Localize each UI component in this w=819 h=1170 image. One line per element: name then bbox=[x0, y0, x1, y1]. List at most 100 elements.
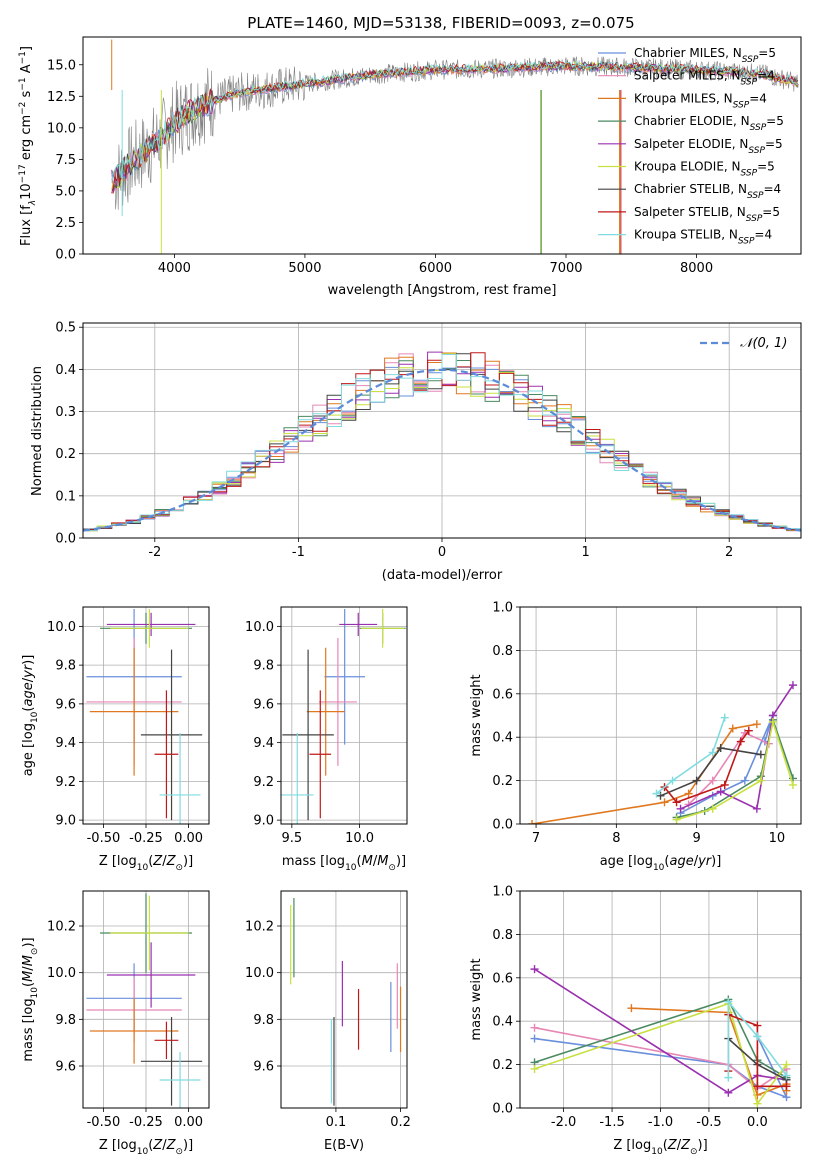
y-tick-label: 0.3 bbox=[55, 405, 76, 420]
errorbar-point bbox=[140, 649, 203, 821]
errorbar-point bbox=[89, 647, 179, 776]
y-tick-label: 10.2 bbox=[245, 920, 274, 935]
errorbar-point bbox=[159, 732, 201, 824]
errorbar-point bbox=[89, 998, 179, 1064]
weight-marker bbox=[753, 1082, 762, 1091]
weight-marker bbox=[708, 748, 717, 757]
weight-marker bbox=[672, 798, 681, 807]
errorbar-point bbox=[110, 608, 189, 648]
x-axis-label: Z [log10(Z/Z⊙)] bbox=[99, 854, 193, 873]
weight-marker bbox=[788, 780, 797, 789]
weight-marker bbox=[684, 789, 693, 798]
x-tick-label: 1 bbox=[581, 545, 589, 560]
plot-area-weight-vs-Z bbox=[530, 965, 791, 1108]
y-tick-label: 9.0 bbox=[253, 814, 274, 829]
axes-age-vs-Z: -0.50 -0.25 0.00 9.0 9.2 9.4 9.6 9.8 10.0 bbox=[47, 606, 210, 846]
plot-area-age-vs-Z bbox=[86, 608, 203, 824]
errorbar-point bbox=[282, 649, 334, 821]
errorbar-point bbox=[106, 942, 196, 1008]
y-tick-label: 0.1 bbox=[55, 489, 76, 504]
weight-line bbox=[660, 747, 762, 797]
axes-frame bbox=[82, 606, 210, 825]
y-tick-label: 9.6 bbox=[55, 697, 76, 712]
y-tick-label: 9.6 bbox=[253, 697, 274, 712]
weight-marker bbox=[668, 776, 677, 785]
y-tick-label: 2.5 bbox=[55, 216, 76, 231]
legend-entry: Kroupa STELIB, NSSP=4 bbox=[634, 228, 772, 247]
weight-marker bbox=[716, 787, 725, 796]
axes-age-vs-mass: 9.5 10.0 9.0 9.2 9.4 9.6 9.8 10.0 bbox=[245, 606, 408, 846]
plot-area-spectrum bbox=[111, 39, 799, 254]
x-tick-label: 9 bbox=[692, 831, 700, 846]
weight-marker bbox=[530, 1023, 539, 1032]
errorbar-point bbox=[154, 690, 179, 819]
x-axis-label: mass [log10(M/M⊙)] bbox=[282, 854, 406, 873]
model-line bbox=[111, 62, 798, 194]
y-tick-label: 0.6 bbox=[492, 971, 513, 986]
model-line bbox=[111, 62, 799, 194]
x-tick-label: 5000 bbox=[288, 261, 321, 276]
weight-marker bbox=[782, 1060, 791, 1069]
y-axis-label: mass weight bbox=[469, 674, 484, 756]
weight-marker bbox=[724, 997, 733, 1006]
errorbar-point bbox=[309, 690, 332, 819]
y-tick-label: 10.0 bbox=[47, 966, 76, 981]
axes-frame bbox=[519, 606, 802, 825]
weight-line bbox=[655, 717, 726, 795]
x-tick-label: 10.0 bbox=[345, 831, 374, 846]
y-tick-label: 0.0 bbox=[55, 532, 76, 547]
errorbar-point bbox=[339, 612, 378, 637]
axes-frame bbox=[82, 36, 802, 255]
weight-marker bbox=[752, 804, 761, 813]
x-tick-label: -0.50 bbox=[87, 831, 121, 846]
y-tick-label: 5.0 bbox=[55, 184, 76, 199]
legend-entry: Kroupa MILES, NSSP=4 bbox=[634, 91, 767, 110]
y-tick-label: 1.0 bbox=[492, 885, 513, 900]
legend-entry: Chabrier ELODIE, NSSP=5 bbox=[634, 114, 784, 133]
axes-frame bbox=[82, 890, 210, 1109]
y-tick-label: 0.2 bbox=[492, 774, 513, 789]
legend-spectrum: Chabrier MILES, NSSP=5 Salpeter MILES, NS… bbox=[598, 46, 784, 247]
weight-marker bbox=[782, 1082, 791, 1091]
legend-entry: Salpeter ELODIE, NSSP=5 bbox=[634, 137, 783, 156]
legend-entry: Salpeter MILES, NSSP=4 bbox=[634, 69, 775, 88]
y-tick-label: 9.8 bbox=[253, 1013, 274, 1028]
x-axis-label: wavelength [Angstrom, rest frame] bbox=[328, 283, 557, 298]
y-tick-label: 15.0 bbox=[47, 58, 76, 73]
x-tick-label: 6000 bbox=[419, 261, 452, 276]
axes-weight-vs-age: 7 8 9 10 0.0 0.2 0.4 0.6 0.8 1.0 bbox=[492, 601, 802, 846]
weight-marker bbox=[756, 776, 765, 785]
axes-weight-vs-Z: -2.0 -1.5 -1.0 -0.5 0.0 0.0 0.2 0.4 0.6 0.8 1.0 bbox=[492, 885, 802, 1130]
y-axis-label: age [log10(age/yr)] bbox=[21, 655, 40, 777]
y-tick-label: 9.6 bbox=[55, 1060, 76, 1075]
axes-frame bbox=[280, 890, 408, 1109]
y-axis-label: Normed distribution bbox=[30, 366, 45, 496]
y-tick-label: 0.0 bbox=[492, 818, 513, 833]
axes-mass-vs-Z: -0.50 -0.25 0.00 9.6 9.8 10.0 10.2 bbox=[47, 890, 210, 1130]
y-tick-label: 9.6 bbox=[253, 1060, 274, 1075]
plot-area-mass-vs-EBV bbox=[290, 898, 402, 1106]
x-tick-label: 7 bbox=[532, 831, 540, 846]
legend-entry: Salpeter STELIB, NSSP=5 bbox=[634, 205, 780, 224]
y-tick-label: 0.2 bbox=[492, 1058, 513, 1073]
weight-marker bbox=[753, 1099, 762, 1108]
weight-marker bbox=[676, 804, 685, 813]
legend-entry: Kroupa ELODIE, NSSP=5 bbox=[634, 160, 775, 179]
y-tick-label: 10.2 bbox=[47, 920, 76, 935]
y-tick-label: 0.8 bbox=[492, 644, 513, 659]
model-line bbox=[111, 60, 799, 194]
weight-marker bbox=[768, 718, 777, 727]
weight-marker bbox=[656, 791, 665, 800]
x-axis-label: E(B-V) bbox=[324, 1138, 364, 1153]
y-tick-label: 0.4 bbox=[492, 731, 513, 746]
errorbar-point bbox=[324, 608, 365, 745]
weight-marker bbox=[782, 1071, 791, 1080]
y-tick-label: 0.6 bbox=[492, 687, 513, 702]
model-line bbox=[111, 59, 798, 183]
weight-line bbox=[727, 999, 788, 1078]
weight-marker bbox=[740, 776, 749, 785]
x-tick-label: -0.50 bbox=[87, 1115, 121, 1130]
axes-frame bbox=[82, 322, 802, 539]
y-tick-label: 12.5 bbox=[47, 90, 76, 105]
